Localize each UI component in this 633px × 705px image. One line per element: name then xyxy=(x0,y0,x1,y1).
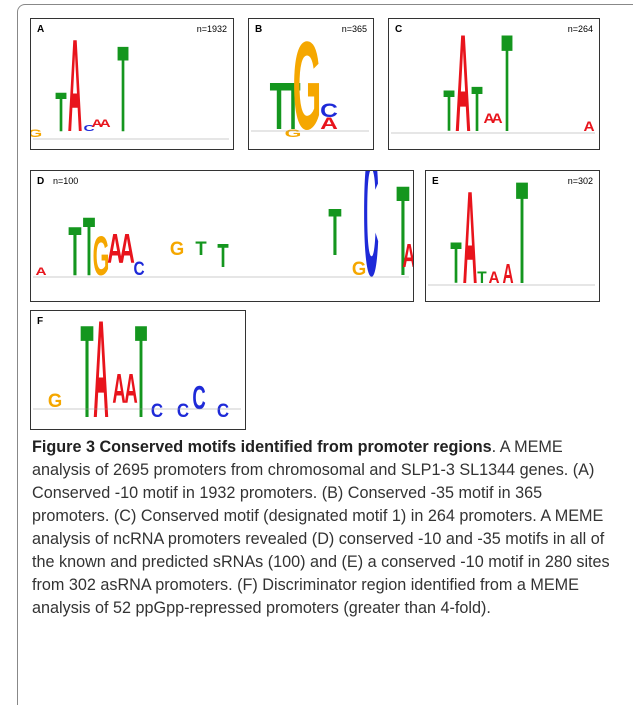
logo-letter: A xyxy=(463,171,477,301)
logo-letter: A xyxy=(402,237,413,274)
panel-label: B xyxy=(255,24,263,35)
logo-letter: T xyxy=(477,268,487,287)
logo-letter: T xyxy=(285,69,300,143)
logo-letter: T xyxy=(117,21,128,149)
logo-letter: C xyxy=(217,400,229,421)
caption-title: Figure 3 Conserved motifs identified fro… xyxy=(32,438,492,456)
logo-letter: C xyxy=(363,171,379,301)
logo-letter: A xyxy=(99,117,110,129)
logo-letter: A xyxy=(583,120,595,135)
logo-letter: C xyxy=(320,99,338,121)
panel-count: n=365 xyxy=(341,24,367,34)
logo-letter: G xyxy=(352,259,366,281)
sequence-logo: G T A AAT C C C C xyxy=(33,311,241,429)
panel-label: C xyxy=(395,24,403,35)
sequence-logo: ATTGAACGTTTGCTA xyxy=(33,171,413,301)
panel-label: D xyxy=(37,176,45,187)
logo-letter: G xyxy=(293,19,322,149)
logo-letter: T xyxy=(270,70,289,144)
logo-letter: A xyxy=(124,366,137,413)
panel-count: n=100 xyxy=(53,176,79,186)
logo-letter: G xyxy=(170,239,184,261)
logo-panel: GTACAATAn=1932 xyxy=(30,18,234,150)
logo-letter: A xyxy=(112,366,125,413)
logo-letter: A xyxy=(320,115,338,133)
logo-letter: T xyxy=(68,212,81,290)
logo-letter: T xyxy=(328,196,341,270)
logo-letter: A xyxy=(119,227,135,273)
logo-letter: A xyxy=(91,117,102,129)
logo-letter: C xyxy=(83,124,94,133)
logo-panel: ATTGAACGTTTGCTADn=100 xyxy=(30,170,414,302)
panel-count: n=1932 xyxy=(196,24,227,34)
panel-label: A xyxy=(37,24,45,35)
logo-letter: G xyxy=(93,225,110,287)
logo-letter: T xyxy=(396,171,409,301)
logo-letter: T xyxy=(471,73,482,145)
logo-letter: A xyxy=(68,19,82,149)
logo-letter: A xyxy=(455,19,471,149)
panel-label: E xyxy=(432,176,439,187)
logo-letter: A xyxy=(491,112,503,127)
panel-count: n=302 xyxy=(567,176,593,186)
logo-letter: T xyxy=(80,311,93,429)
logo-letter: T xyxy=(217,237,229,274)
logo-letter: T xyxy=(501,19,512,149)
frame xyxy=(17,4,633,705)
logo-letter: T xyxy=(55,81,66,143)
logo-letter: T xyxy=(516,171,528,301)
logo-letter: A xyxy=(35,265,46,277)
logo-letter: G xyxy=(48,391,62,413)
logo-letter: C xyxy=(133,257,144,279)
panel-count: n=264 xyxy=(567,24,593,34)
caption-text: . A MEME analysis of 2695 promoters from… xyxy=(32,438,610,617)
logo-letter: A xyxy=(107,227,123,273)
logo-letter: T xyxy=(443,80,454,145)
caption: Figure 3 Conserved motifs identified fro… xyxy=(32,436,622,620)
logo-letter: T xyxy=(450,232,461,297)
logo-letter: A xyxy=(483,112,495,127)
logo-letter: A xyxy=(93,311,109,429)
sequence-logo: GTACAAT xyxy=(31,19,229,149)
logo-letter: T xyxy=(135,311,147,429)
logo-letter: T xyxy=(195,239,207,261)
logo-letter: G xyxy=(31,128,42,140)
logo-letter: A xyxy=(488,268,500,287)
logo-letter: A xyxy=(502,258,513,289)
sequence-logo: T A T AAT A xyxy=(391,19,595,149)
logo-letter: G xyxy=(285,127,302,140)
logo-letter: C xyxy=(177,400,189,421)
logo-letter: C xyxy=(151,400,163,421)
panel-label: F xyxy=(37,316,44,327)
logo-letter: T xyxy=(83,199,95,293)
logo-letter: C xyxy=(192,379,205,416)
